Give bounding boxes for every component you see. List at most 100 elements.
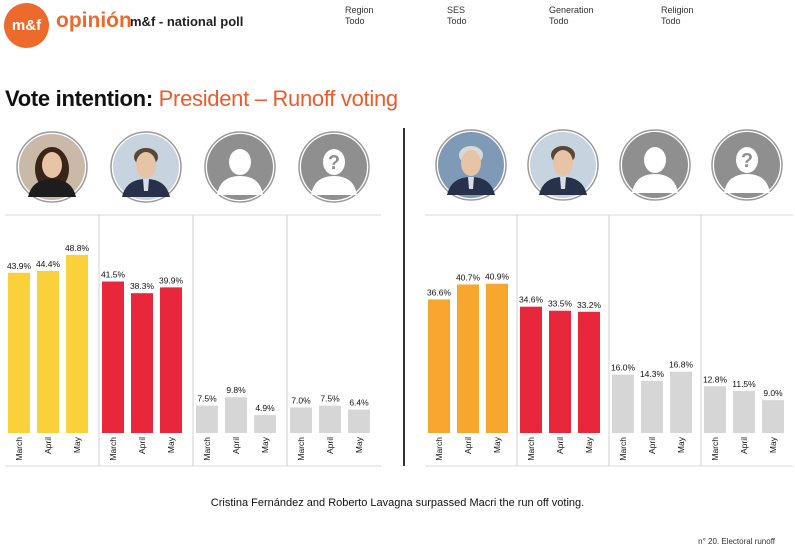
bar [670,371,692,433]
bar-value-label: 16.8% [669,360,694,370]
x-tick-label: March [296,437,306,461]
bar [704,386,726,433]
bar-value-label: 16.0% [611,363,636,373]
x-tick-label: April [231,437,241,454]
filter-value: Todo [345,16,365,26]
bar-value-label: 11.5% [732,379,756,389]
bar-value-label: 9.8% [226,385,246,395]
undecided-question-silhouette: ? [711,129,783,201]
bar [641,380,663,433]
bar-value-label: 6.4% [349,398,369,408]
bar [37,270,59,433]
x-tick-label: March [14,437,24,461]
bar [160,287,182,433]
bar [196,405,218,433]
bar [612,374,634,433]
x-tick-label: May [584,436,594,453]
x-tick-label: May [354,436,364,453]
bar-value-label: 7.5% [320,394,340,404]
bar-value-label: 43.9% [7,261,32,271]
x-tick-label: May [260,436,270,453]
bar [225,397,247,433]
bar [8,272,30,433]
page-title: Vote intention: President – Runoff votin… [5,86,398,112]
bar [762,400,784,433]
undecided-question-silhouette: ? [298,131,370,203]
bar-value-label: 7.0% [291,395,311,405]
blank-person-silhouette [619,129,691,201]
bar [520,306,542,433]
filter-ses[interactable]: SES Todo [447,5,467,27]
bar [348,409,370,433]
x-tick-label: March [618,437,628,461]
bar-value-label: 40.9% [485,272,510,282]
poll-name: m&f - national poll [130,14,244,29]
slide-footnote: n° 20. Electoral runoff [698,537,775,546]
x-tick-label: April [739,437,749,454]
filter-label: Region [345,5,374,15]
x-tick-label: May [72,436,82,453]
bar [578,311,600,433]
brand-name: opinión [56,9,132,32]
x-tick-label: March [202,437,212,461]
mauricio-macri-photo [110,131,182,203]
bar-value-label: 33.5% [548,299,573,309]
mauricio-macri-photo [527,129,599,201]
bar-value-label: 14.3% [640,369,665,379]
filter-region[interactable]: Region Todo [345,5,374,27]
filter-value: Todo [447,16,467,26]
x-tick-label: March [526,437,536,461]
bar-value-label: 36.6% [427,287,452,297]
roberto-lavagna-photo [435,129,507,201]
x-tick-label: May [492,436,502,453]
filter-label: Religion [661,5,694,15]
filter-label: Generation [549,5,594,15]
brand-logo: m&f [4,3,49,48]
bar-value-label: 38.3% [130,281,155,291]
bar-value-label: 40.7% [456,272,481,282]
bar [486,283,508,433]
bar-value-label: 41.5% [101,270,126,280]
bar-value-label: 7.5% [197,394,217,404]
bar [66,254,88,433]
x-tick-label: May [166,436,176,453]
bar-value-label: 4.9% [255,403,275,413]
chart-panel-1: 43.9% March 44.4% April 48.8% May 41.5% March 38… [5,131,381,467]
x-tick-label: May [768,436,778,453]
x-tick-label: March [710,437,720,461]
filter-religion[interactable]: Religion Todo [661,5,694,27]
bar [319,405,341,433]
bar [254,415,276,433]
x-tick-label: March [434,437,444,461]
filter-label: SES [447,5,466,15]
bar [457,284,479,433]
bar-value-label: 34.6% [519,295,544,305]
chart-caption: Cristina Fernández and Roberto Lavagna s… [210,497,585,509]
bar [102,281,124,433]
filter-generation[interactable]: Generation Todo [549,5,594,27]
svg-text:?: ? [741,150,753,172]
bar [290,407,312,433]
chart-divider [403,128,405,466]
chart-panel-2: 36.6% March 40.7% April 40.9% May 34.6% March 33… [425,129,793,467]
bar-value-label: 33.2% [577,300,602,310]
bar-value-label: 48.8% [65,243,90,253]
title-accent: President – Runoff voting [158,86,398,111]
x-tick-label: April [325,437,335,454]
x-tick-label: April [463,437,473,454]
x-tick-label: March [108,437,118,461]
bar [733,391,755,433]
bar [131,293,153,433]
x-tick-label: April [43,437,53,454]
x-tick-label: May [676,436,686,453]
x-tick-label: April [555,437,565,454]
bar-value-label: 12.8% [703,374,728,384]
bar [428,299,450,433]
x-tick-label: April [647,437,657,454]
filter-value: Todo [549,16,569,26]
title-prefix: Vote intention: [5,86,153,111]
bar-value-label: 44.4% [36,259,61,269]
x-tick-label: April [137,437,147,454]
blank-person-silhouette [204,131,276,203]
